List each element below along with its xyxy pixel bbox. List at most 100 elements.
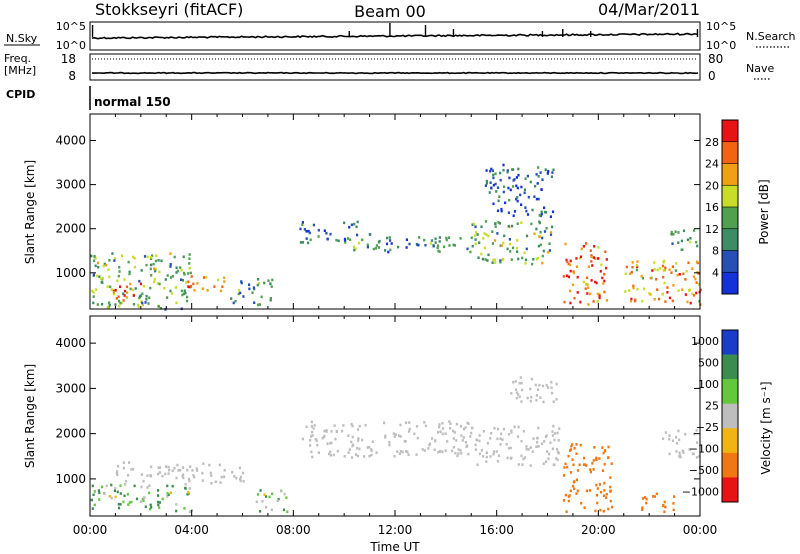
velocity-echo-cell (520, 400, 523, 403)
velocity-echo-cell (516, 435, 520, 438)
velocity-echo-cell (520, 439, 523, 443)
power-echo-cell (437, 249, 440, 253)
velocity-echo-cell (496, 437, 499, 441)
power-echo-cell (312, 223, 315, 227)
power-echo-cell (641, 299, 644, 303)
velocity-echo-cell (399, 435, 402, 438)
velocity-echo-cell (398, 452, 401, 455)
power-echo-cell (158, 270, 161, 274)
power-echo-cell (474, 234, 477, 237)
velocity-echo-cell (493, 450, 496, 453)
velocity-echo-cell (485, 455, 488, 459)
power-echo-cell (257, 303, 260, 307)
power-echo-cell (569, 269, 572, 273)
power-echo-cell (343, 221, 346, 225)
velocity-echo-cell (415, 453, 418, 456)
power-echo-cell (689, 301, 692, 305)
velocity-echo-cell (347, 434, 350, 437)
velocity-echo-cell (173, 466, 176, 470)
velocity-echo-cell (607, 507, 610, 511)
velocity-echo-cell (179, 468, 182, 472)
power-echo-cell (112, 292, 116, 296)
power-echo-cell (361, 238, 364, 242)
velocity-echo-cell (358, 447, 361, 451)
power-echo-cell (675, 262, 678, 265)
velocity-echo-cell (161, 497, 164, 501)
power-echo-cell (405, 238, 408, 241)
power-echo-cell (353, 222, 356, 226)
velocity-echo-cell (341, 429, 344, 433)
velocity-echo-cell (464, 426, 467, 429)
velocity-echo-cell (388, 441, 391, 444)
power-echo-cell (545, 227, 548, 230)
velocity-echo-cell (542, 400, 545, 404)
power-echo-cell (491, 169, 494, 172)
power-echo-cell (174, 286, 177, 289)
velocity-echo-cell (158, 506, 161, 509)
power-echo-cell (485, 169, 488, 172)
power-echo-cell (217, 278, 220, 282)
power-echo-cell (548, 242, 551, 245)
power-echo-cell (347, 237, 350, 240)
power-echo-cell (139, 282, 143, 286)
velocity-echo-cell (223, 475, 226, 479)
power-echo-cell (108, 301, 111, 304)
velocity-echo-cell (140, 473, 143, 476)
power-echo-cell (484, 184, 487, 187)
velocity-echo-cell (276, 499, 279, 502)
power-echo-cell (502, 168, 505, 172)
power-echo-cell (550, 175, 553, 178)
velocity-echo-cell (535, 394, 538, 397)
power-echo-cell (490, 186, 493, 190)
velocity-echo-cell (517, 393, 520, 396)
power-echo-cell (491, 242, 494, 245)
power-echo-cell (500, 207, 503, 211)
power-echo-cell (445, 238, 448, 242)
power-echo-cell (672, 284, 675, 287)
power-echo-cell (120, 301, 123, 305)
power-echo-cell (138, 279, 141, 283)
velocity-echo-cell (695, 456, 698, 459)
velocity-echo-cell (184, 483, 187, 486)
freq-trace (91, 71, 699, 75)
power-echo-cell (356, 220, 359, 224)
power-echo-cell (91, 289, 94, 293)
power-echo-cell (507, 211, 510, 214)
power-echo-cell (632, 286, 635, 290)
velocity-echo-cell (603, 494, 606, 497)
power-echo-cell (539, 171, 542, 174)
velocity-plot-area (90, 316, 700, 516)
power-echo-cell (137, 305, 140, 309)
velocity-echo-cell (461, 439, 464, 442)
power-echo-cell (466, 247, 469, 251)
velocity-echo-cell (350, 422, 353, 426)
velocity-echo-cell (271, 492, 274, 496)
power-echo-cell (120, 254, 123, 258)
velocity-echo-cell (611, 505, 614, 509)
power-echo-cell (366, 243, 369, 247)
power-echo-cell (117, 274, 120, 278)
power-echo-cell (232, 301, 235, 305)
velocity-echo-cell (150, 506, 153, 509)
velocity-echo-cell (157, 503, 160, 507)
velocity-echo-cell (583, 506, 586, 509)
power-echo-cell (493, 239, 497, 242)
power-echo-cell (151, 254, 154, 257)
power-echo-cell (149, 267, 152, 271)
power-echo-cell (180, 289, 183, 293)
power-echo-cell (526, 213, 530, 216)
power-colorbar-segment (722, 207, 738, 230)
power-echo-cell (684, 293, 687, 296)
velocity-echo-cell (181, 474, 184, 478)
power-echo-cell (502, 258, 505, 261)
velocity-colorbar-tick-label: −100 (689, 442, 719, 455)
velocity-echo-cell (681, 449, 684, 453)
velocity-echoes (90, 376, 701, 514)
velocity-echo-cell (424, 424, 427, 428)
beam-title: Beam 00 (354, 2, 426, 21)
velocity-echo-cell (552, 400, 555, 403)
velocity-echo-cell (146, 486, 149, 489)
velocity-echo-cell (462, 436, 465, 439)
velocity-echo-cell (182, 476, 185, 480)
power-echo-cell (605, 299, 609, 302)
